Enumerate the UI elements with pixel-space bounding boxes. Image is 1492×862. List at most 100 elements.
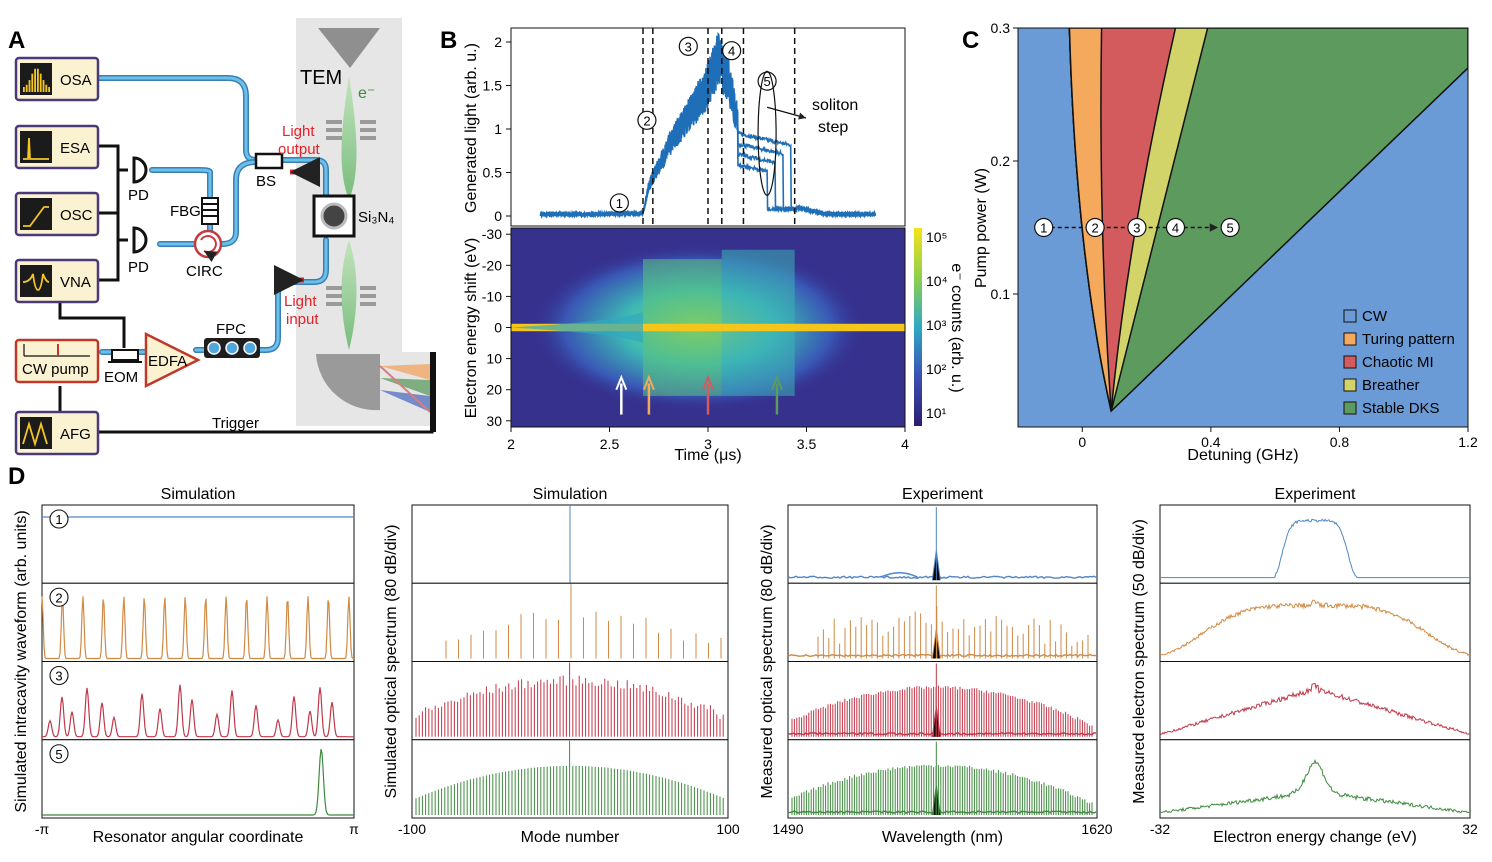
column-xtick-left-3: -32 — [1150, 821, 1170, 837]
ramp-trace-icon — [20, 198, 52, 230]
row-marker-label-1: 1 — [55, 512, 62, 527]
electron-spectrum-trace-3 — [1160, 758, 1471, 814]
instrument-label-afg: AFG — [60, 426, 91, 443]
eom-label: EOM — [104, 369, 138, 386]
measured-spectrum-lines-3 — [791, 741, 1093, 816]
measured-spectrum-lines-2 — [791, 663, 1093, 737]
edfa-label: EDFA — [148, 353, 187, 370]
xtick-label-heat-4: 4 — [901, 436, 909, 452]
chip-label: Si₃N₄ — [358, 209, 394, 226]
waveform-trace-3 — [42, 749, 354, 816]
path-marker-label-4: 4 — [1172, 221, 1179, 236]
heatmap-arrowhead-2 — [702, 374, 714, 391]
ytick-label-heat-0: -30 — [482, 226, 502, 242]
heatmap-arrowhead-3 — [771, 374, 783, 391]
zero-loss-broadening — [511, 311, 643, 344]
measured-noise-floor-0 — [787, 575, 1097, 580]
colorbar-tick-0: 10¹ — [926, 405, 947, 421]
electron-label: e⁻ — [358, 85, 375, 102]
heatmap-soliton-region — [721, 249, 795, 396]
instrument-label-osa: OSA — [60, 72, 92, 89]
column-xtick-right-3: 32 — [1462, 821, 1478, 837]
colorbar-tick-1: 10² — [926, 361, 947, 377]
spectrum-cell-2-2 — [787, 661, 1098, 741]
measured-noise-floor-3 — [787, 810, 1097, 814]
phase-diagram-axes: 0 0.4 0.8 1.2 0.1 0.2 0.3 — [991, 20, 1478, 450]
column-xtick-right-2: 1620 — [1081, 821, 1112, 837]
spectrum-cell-0-3 — [41, 739, 355, 819]
sim-spectrum-lines-2 — [415, 662, 724, 737]
light-output-label-2: output — [278, 141, 321, 158]
state-marker-1 — [609, 193, 629, 213]
panel-b-xlabel: Time (μs) — [674, 447, 741, 464]
path-marker-2 — [1085, 217, 1105, 238]
spectrum-cell-3-1 — [1159, 582, 1471, 662]
legend-label-2: Chaotic MI — [1362, 354, 1434, 371]
electron-beam-upper — [341, 76, 357, 200]
photodiode-2-icon — [132, 226, 148, 254]
column-title-1: Simulation — [533, 486, 608, 503]
path-marker-4 — [1165, 217, 1186, 238]
xtick-label-c-1: 0.4 — [1201, 434, 1221, 450]
panel-c-xlabel: Detuning (GHz) — [1187, 447, 1298, 464]
heatmap-arrowhead-0 — [615, 374, 628, 391]
fbg-label: FBG — [170, 203, 201, 220]
phase-diagram-plot: 1 2 3 4 5 — [1018, 28, 1468, 427]
fpc-paddle-2-icon — [225, 341, 239, 355]
ytick-label-c-1: 0.2 — [991, 153, 1011, 169]
xtick-label-c-2: 0.8 — [1330, 434, 1350, 450]
circulator-icon — [193, 229, 223, 259]
path-marker-label-1: 1 — [1040, 221, 1047, 236]
row-marker-label-2: 2 — [55, 590, 62, 605]
row-marker-label-3: 3 — [55, 669, 62, 684]
ytick-label-heat-6: 30 — [486, 413, 502, 429]
circ-label: CIRC — [186, 263, 223, 280]
panel-d-spectra: D Simulation Resonator angular coordinate… — [8, 463, 1478, 846]
spectra-grid: Simulation Resonator angular coordinate Si… — [13, 486, 1478, 846]
instrument-boxes: OSA ESA OSC VNA CW pump AFG — [14, 56, 100, 456]
zero-loss-line — [511, 323, 905, 332]
ytick-label-top-0: 0 — [494, 208, 502, 224]
state-marker-5 — [757, 71, 777, 91]
phase-diagram-frame — [1017, 27, 1469, 428]
detector — [430, 352, 436, 432]
triangle-wave-icon — [20, 417, 52, 449]
panel-label-b: B — [440, 27, 457, 54]
fpc-paddle-1-icon — [207, 341, 221, 355]
trigger-label: Trigger — [212, 415, 259, 432]
state-marker-2 — [637, 110, 657, 130]
electron-beam-lower — [341, 240, 357, 350]
spectrum-cell-0-0 — [41, 504, 355, 584]
measured-noise-floor-2 — [787, 731, 1097, 736]
colorbar-tick-4: 10⁵ — [926, 229, 947, 245]
row-marker-2 — [49, 587, 69, 607]
instrument-label-vna: VNA — [60, 274, 91, 291]
legend-label-0: CW — [1362, 308, 1388, 325]
spectrum-cell-2-0 — [787, 504, 1098, 584]
column-title-3: Experiment — [1275, 486, 1356, 503]
phase-legend: CW Turing pattern Chaotic MI Breather Stable… — [1343, 308, 1455, 417]
path-marker-label-3: 3 — [1133, 221, 1140, 236]
state-marker-label-4: 4 — [728, 44, 735, 59]
photodiode-1-icon — [132, 156, 148, 184]
column-title-2: Experiment — [902, 486, 983, 503]
column-xlabel-1: Mode number — [521, 829, 620, 846]
state-marker-label-5: 5 — [763, 74, 770, 89]
panel-b-measurement: B 0 0.5 1 1.5 2 1 2 3 4 5 -30 -20 -10 0 10 20 30 2 2.5 3 3.… — [440, 27, 965, 464]
legend-label-3: Breather — [1362, 377, 1420, 394]
row-marker-3 — [49, 665, 69, 686]
path-marker-3 — [1127, 217, 1147, 238]
column-xtick-left-0: -π — [35, 821, 50, 837]
sim-spectrum-lines-1 — [445, 584, 722, 659]
spectrum-icon — [20, 63, 52, 95]
rf-spectrum-icon — [20, 131, 52, 163]
column-xlabel-0: Resonator angular coordinate — [93, 829, 304, 846]
light-input-label-1: Light — [284, 293, 317, 310]
upper-lens-plates — [326, 120, 376, 140]
column-xtick-left-2: 1490 — [772, 821, 803, 837]
path-marker-label-5: 5 — [1227, 221, 1234, 236]
legend-swatch-4 — [1343, 401, 1357, 415]
state-marker-4 — [722, 41, 742, 61]
column-xtick-left-1: -100 — [398, 821, 426, 837]
pump-laser-icon — [23, 344, 90, 357]
